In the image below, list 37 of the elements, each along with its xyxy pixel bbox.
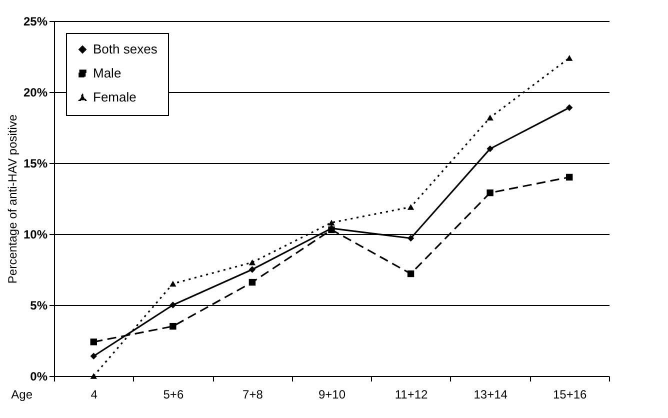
point	[170, 302, 176, 308]
point	[407, 270, 414, 278]
point	[407, 204, 414, 210]
x-tick-label: 9+10	[318, 388, 346, 402]
y-tick-label: 5%	[30, 298, 48, 312]
point	[486, 145, 494, 152]
x-tick-label: 7+8	[242, 388, 264, 402]
y-tick-label: 15%	[23, 156, 48, 170]
point	[566, 55, 573, 61]
x-tick-label: 11+12	[394, 388, 428, 402]
point	[170, 322, 176, 330]
point	[90, 338, 97, 346]
legend-label: Male	[93, 66, 122, 80]
y-tick-label: 0%	[30, 370, 48, 384]
point	[566, 174, 573, 181]
x-tick-label: 4	[90, 388, 98, 402]
point	[407, 234, 414, 242]
x-tick-label: 5+6	[163, 388, 184, 402]
point	[90, 352, 97, 360]
x-tick-label: 13+14	[474, 388, 508, 402]
point	[248, 259, 256, 266]
point	[248, 278, 256, 286]
point	[248, 266, 256, 273]
legend-label: Female	[93, 90, 136, 104]
point	[328, 220, 335, 226]
x-axis-title: Age	[11, 388, 33, 402]
y-tick-label: 20%	[23, 86, 48, 100]
y-axis-title: Percentage of anti-HAV positive	[5, 114, 20, 284]
point	[566, 104, 573, 111]
point	[90, 373, 97, 379]
point	[486, 114, 494, 120]
y-tick-label: 10%	[23, 228, 48, 242]
x-tick-label: 15+16	[553, 388, 588, 402]
point	[486, 189, 494, 196]
legend-label: Both sexes	[93, 42, 158, 56]
point	[170, 280, 176, 287]
y-tick-label: 25%	[23, 14, 48, 28]
